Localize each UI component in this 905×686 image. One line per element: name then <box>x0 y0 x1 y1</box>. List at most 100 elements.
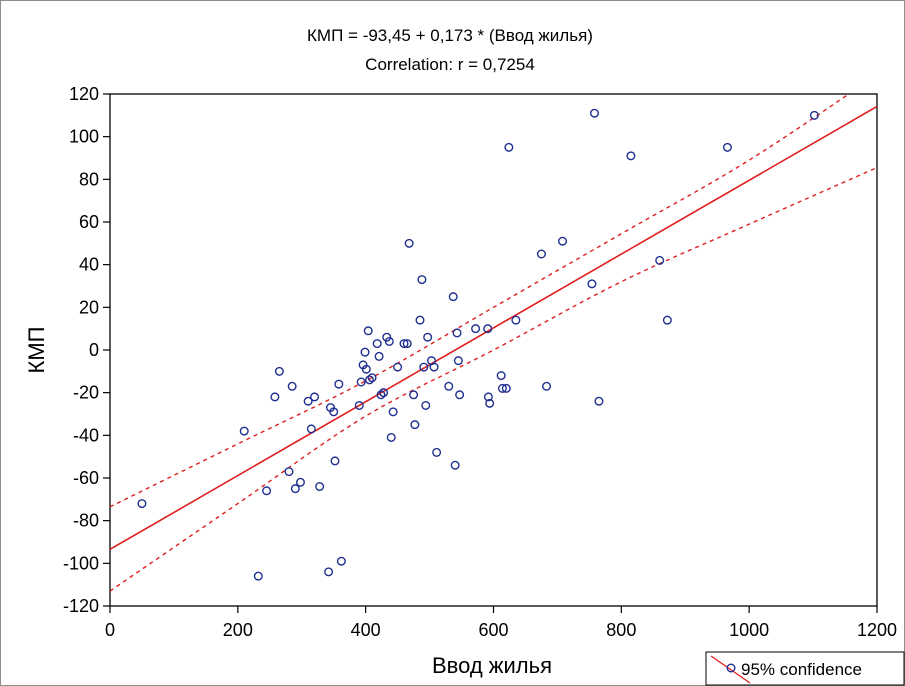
y-tick-label: 20 <box>79 297 99 317</box>
data-point <box>453 356 463 366</box>
data-point <box>497 383 507 393</box>
data-point <box>536 249 546 259</box>
data-point <box>626 151 636 161</box>
data-point <box>504 142 514 152</box>
data-point <box>290 484 300 494</box>
data-point <box>284 467 294 477</box>
data-point <box>356 377 366 387</box>
data-point <box>239 426 249 436</box>
data-point <box>374 351 384 361</box>
data-point <box>402 339 412 349</box>
y-tick-label: -100 <box>63 553 99 573</box>
data-point <box>361 364 371 374</box>
data-point <box>306 424 316 434</box>
x-tick-label: 1000 <box>729 620 769 640</box>
data-point <box>287 381 297 391</box>
data-point <box>419 362 429 372</box>
data-point <box>483 392 493 402</box>
x-tick-label: 600 <box>478 620 508 640</box>
data-point <box>393 362 403 372</box>
data-point <box>386 432 396 442</box>
legend: 95% confidence <box>705 651 905 686</box>
data-point <box>450 460 460 470</box>
y-tick-label: -40 <box>73 425 99 445</box>
y-axis-label: КМП <box>24 327 49 374</box>
y-tick-label: -80 <box>73 511 99 531</box>
x-axis-label: Ввод жилья <box>432 653 552 678</box>
data-point <box>448 292 458 302</box>
data-point <box>384 336 394 346</box>
data-point <box>485 398 495 408</box>
data-point <box>330 456 340 466</box>
x-tick-label: 400 <box>351 620 381 640</box>
legend-label: 95% confidence <box>741 660 862 679</box>
data-point <box>511 315 521 325</box>
y-tick-label: -20 <box>73 383 99 403</box>
y-tick-label: -60 <box>73 468 99 488</box>
data-point <box>471 324 481 334</box>
data-point <box>363 326 373 336</box>
data-point <box>324 567 334 577</box>
plot-border <box>109 93 878 607</box>
x-tick-label: 0 <box>105 620 115 640</box>
x-tick-label: 800 <box>606 620 636 640</box>
data-point <box>432 447 442 457</box>
y-tick-label: 60 <box>79 212 99 232</box>
data-point <box>410 420 420 430</box>
data-point <box>360 347 370 357</box>
data-point <box>399 339 409 349</box>
data-point <box>262 486 272 496</box>
x-tick-label: 200 <box>223 620 253 640</box>
y-tick-label: 0 <box>89 340 99 360</box>
data-point <box>501 383 511 393</box>
data-point <box>295 477 305 487</box>
data-point <box>409 390 419 400</box>
data-point <box>542 381 552 391</box>
data-point <box>329 407 339 417</box>
plot-area <box>109 93 878 607</box>
data-point <box>270 392 280 402</box>
data-point <box>334 379 344 389</box>
data-point <box>444 381 454 391</box>
x-tick-label: 1200 <box>857 620 897 640</box>
data-point <box>303 396 313 406</box>
y-tick-label: -120 <box>63 596 99 616</box>
data-point <box>274 366 284 376</box>
chart-subtitle: Correlation: r = 0,7254 <box>365 55 535 74</box>
regression-line <box>110 105 877 551</box>
y-tick-label: 100 <box>69 127 99 147</box>
y-tick-label: 120 <box>69 84 99 104</box>
data-point <box>455 390 465 400</box>
data-point <box>253 571 263 581</box>
y-tick-label: 40 <box>79 255 99 275</box>
data-point <box>429 362 439 372</box>
chart-title: КМП = -93,45 + 0,173 * (Ввод жилья) <box>307 26 593 45</box>
data-point <box>415 315 425 325</box>
data-point <box>388 407 398 417</box>
data-point <box>589 108 599 118</box>
upper-confidence-line <box>110 94 851 508</box>
data-point <box>404 238 414 248</box>
data-point <box>558 236 568 246</box>
data-point <box>365 375 375 385</box>
data-point <box>452 328 462 338</box>
data-point <box>336 556 346 566</box>
data-point <box>354 400 364 410</box>
data-point <box>137 499 147 509</box>
data-point <box>379 388 389 398</box>
data-point <box>483 324 493 334</box>
data-point <box>417 275 427 285</box>
data-point <box>421 400 431 410</box>
legend-point-symbol <box>726 663 736 673</box>
lower-confidence-line <box>110 166 877 592</box>
data-point <box>594 396 604 406</box>
legend-line-symbol <box>710 655 751 684</box>
data-point <box>310 392 320 402</box>
data-point <box>367 373 377 383</box>
y-tick-label: 80 <box>79 169 99 189</box>
data-point <box>376 390 386 400</box>
data-point <box>423 332 433 342</box>
data-point <box>315 482 325 492</box>
data-point <box>662 315 672 325</box>
